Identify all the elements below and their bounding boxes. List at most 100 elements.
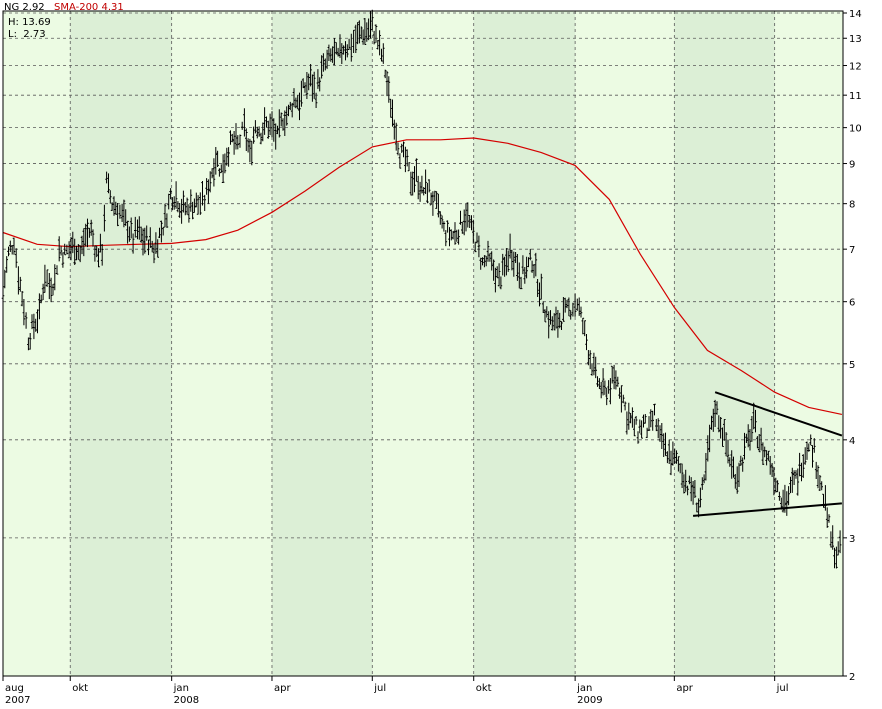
ohlc-bar — [737, 462, 741, 487]
ohlc-bar — [699, 487, 702, 508]
ohlc-bar — [418, 181, 422, 202]
ohlc-bar — [422, 187, 425, 196]
ohlc-bar — [427, 179, 431, 193]
ohlc-bar — [303, 82, 307, 93]
ohlc-bar — [466, 202, 470, 228]
ohlc-bar — [376, 40, 380, 50]
ohlc-bar — [61, 252, 65, 268]
ohlc-bar — [571, 302, 575, 317]
ohlc-bar — [59, 246, 63, 256]
ohlc-bar — [338, 34, 342, 58]
ohlc-bar — [660, 423, 664, 449]
ohlc-bar — [193, 198, 196, 213]
ohlc-bar — [314, 92, 318, 108]
ohlc-bar — [691, 481, 695, 505]
ohlc-bar — [180, 198, 183, 224]
ohlc-bar — [276, 125, 279, 135]
ohlc-bar — [455, 229, 459, 242]
ohlc-bar — [124, 209, 127, 226]
ohlc-bar — [807, 443, 811, 452]
ohlc-bar — [592, 352, 596, 376]
ohlc-bar — [201, 181, 204, 206]
ohlc-bar — [444, 230, 448, 247]
ohlc-bar — [483, 255, 486, 268]
ohlc-bar — [261, 122, 265, 142]
ohlc-bar — [656, 418, 660, 439]
ohlc-bar — [518, 262, 521, 289]
ohlc-bar — [283, 110, 287, 136]
ohlc-bar — [416, 175, 420, 200]
ohlc-bar — [171, 197, 174, 211]
ohlc-bar — [715, 401, 719, 415]
ohlc-bar — [396, 142, 400, 156]
ohlc-bar — [770, 463, 774, 477]
ohlc-bar — [644, 414, 647, 424]
ohlc-bar — [316, 69, 320, 89]
shaded-band — [674, 11, 775, 676]
ohlc-bar — [623, 401, 627, 411]
ohlc-bar — [84, 223, 87, 247]
ohlc-bar — [10, 245, 14, 255]
ohlc-bar — [774, 477, 778, 493]
ohlc-bar — [577, 297, 581, 316]
ohlc-bar — [358, 20, 361, 44]
ohlc-bar — [298, 92, 301, 121]
ohlc-bar — [145, 225, 148, 241]
ohlc-bar — [785, 491, 789, 516]
ohlc-bar — [136, 219, 139, 240]
x-tick-label: apr — [676, 683, 693, 694]
ohlc-bar — [19, 276, 22, 292]
ohlc-bar — [97, 248, 100, 268]
ohlc-bar — [818, 475, 822, 491]
ohlc-bar — [363, 18, 367, 45]
ohlc-bar — [426, 182, 429, 204]
ohlc-bar — [712, 408, 715, 432]
ohlc-bar — [150, 240, 154, 253]
ohlc-bar — [374, 24, 378, 43]
ohlc-bar — [344, 41, 347, 61]
ohlc-bar — [724, 432, 728, 457]
ohlc-bar — [437, 193, 440, 218]
x-tick-label: jan — [173, 683, 189, 694]
ohlc-bar — [497, 263, 501, 287]
ohlc-bar — [543, 309, 547, 323]
ohlc-bar — [250, 140, 254, 166]
shaded-band — [70, 11, 172, 676]
ohlc-bar — [229, 130, 232, 145]
ohlc-bar — [199, 192, 202, 215]
ohlc-bar — [3, 269, 7, 289]
ohlc-bar — [573, 293, 577, 317]
ohlc-bar — [472, 219, 475, 244]
ohlc-bar — [263, 107, 266, 135]
ohlc-bar — [688, 475, 691, 485]
ohlc-bar — [585, 334, 588, 351]
ohlc-bar — [638, 419, 642, 434]
ohlc-bar — [134, 216, 137, 238]
ohlc-bar — [246, 138, 250, 153]
ohlc-bar — [477, 235, 481, 258]
ohlc-bar — [327, 44, 331, 61]
ohlc-bar — [829, 531, 833, 548]
ohlc-bar — [479, 257, 482, 270]
ohlc-bar — [95, 245, 98, 258]
ohlc-bar — [361, 29, 365, 45]
ohlc-bar — [560, 321, 563, 330]
ohlc-bar — [618, 387, 621, 399]
ohlc-bar — [393, 119, 396, 140]
horizontal-gridlines — [3, 12, 843, 539]
ohlc-bar — [285, 106, 288, 126]
shaded-band — [473, 11, 576, 676]
ohlc-bar — [723, 419, 726, 441]
ohlc-bar — [312, 71, 316, 99]
ohlc-bar — [680, 463, 684, 488]
ohlc-bar — [36, 309, 39, 334]
ohlc-bar — [605, 387, 608, 406]
ohlc-bar — [721, 427, 724, 447]
ohlc-bar — [221, 154, 225, 183]
ohlc-bar — [701, 477, 704, 490]
ohlc-bar — [182, 190, 185, 213]
x-tick-label: jul — [776, 683, 789, 694]
ohlc-bar — [165, 213, 169, 228]
ohlc-bar — [128, 226, 131, 242]
ohlc-bar — [274, 123, 277, 150]
